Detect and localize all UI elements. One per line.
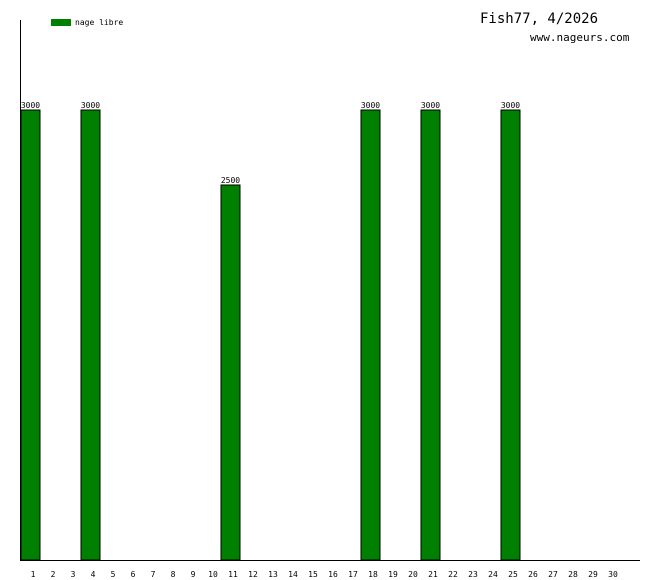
x-tick-label-29: 29 bbox=[588, 570, 598, 579]
x-tick-label-7: 7 bbox=[151, 570, 156, 579]
x-tick-label-24: 24 bbox=[488, 570, 498, 579]
x-tick-label-4: 4 bbox=[91, 570, 96, 579]
x-tick-label-17: 17 bbox=[348, 570, 358, 579]
bar-day-1 bbox=[20, 109, 41, 561]
x-tick-label-21: 21 bbox=[428, 570, 438, 579]
x-tick-label-18: 18 bbox=[368, 570, 378, 579]
x-tick-label-5: 5 bbox=[111, 570, 116, 579]
legend: nage libre bbox=[51, 18, 123, 27]
data-label-day-18: 3000 bbox=[361, 101, 380, 110]
x-tick-label-23: 23 bbox=[468, 570, 478, 579]
x-tick-label-8: 8 bbox=[171, 570, 176, 579]
chart-title: Fish77, 4/2026 bbox=[480, 11, 598, 27]
x-tick-label-15: 15 bbox=[308, 570, 318, 579]
legend-label: nage libre bbox=[75, 18, 123, 27]
x-tick-label-1: 1 bbox=[31, 570, 36, 579]
data-label-day-11: 2500 bbox=[221, 176, 240, 185]
x-tick-label-13: 13 bbox=[268, 570, 278, 579]
x-tick-label-3: 3 bbox=[71, 570, 76, 579]
value-labels-group: 3000 3000 2500 3000 3000 3000 bbox=[21, 101, 520, 185]
x-tick-label-2: 2 bbox=[51, 570, 56, 579]
x-tick-label-28: 28 bbox=[568, 570, 578, 579]
legend-swatch bbox=[51, 19, 71, 26]
x-tick-label-22: 22 bbox=[448, 570, 458, 579]
data-label-day-1: 3000 bbox=[21, 101, 40, 110]
bars-group bbox=[20, 109, 521, 561]
bar-day-18 bbox=[360, 109, 381, 561]
bar-day-21 bbox=[420, 109, 441, 561]
bar-day-25 bbox=[500, 109, 521, 561]
x-tick-label-20: 20 bbox=[408, 570, 418, 579]
x-tick-label-14: 14 bbox=[288, 570, 298, 579]
x-tick-label-25: 25 bbox=[508, 570, 518, 579]
bar-day-11 bbox=[220, 184, 241, 561]
x-tick-label-9: 9 bbox=[191, 570, 196, 579]
x-tick-label-11: 11 bbox=[228, 570, 238, 579]
x-tick-label-26: 26 bbox=[528, 570, 538, 579]
site-url: www.nageurs.com bbox=[530, 31, 630, 44]
bar-day-4 bbox=[80, 109, 101, 561]
x-tick-label-30: 30 bbox=[608, 570, 618, 579]
data-label-day-4: 3000 bbox=[81, 101, 100, 110]
x-tick-label-10: 10 bbox=[208, 570, 218, 579]
x-tick-label-16: 16 bbox=[328, 570, 338, 579]
x-tick-label-6: 6 bbox=[131, 570, 136, 579]
data-label-day-21: 3000 bbox=[421, 101, 440, 110]
x-tick-label-12: 12 bbox=[248, 570, 258, 579]
x-tick-label-19: 19 bbox=[388, 570, 398, 579]
x-tick-label-27: 27 bbox=[548, 570, 558, 579]
x-tick-labels-group: 1 2 3 4 5 6 7 8 9 10 11 12 13 14 15 16 17 18 19 20 21 22 23 24 2… bbox=[31, 570, 618, 579]
data-label-day-25: 3000 bbox=[501, 101, 520, 110]
